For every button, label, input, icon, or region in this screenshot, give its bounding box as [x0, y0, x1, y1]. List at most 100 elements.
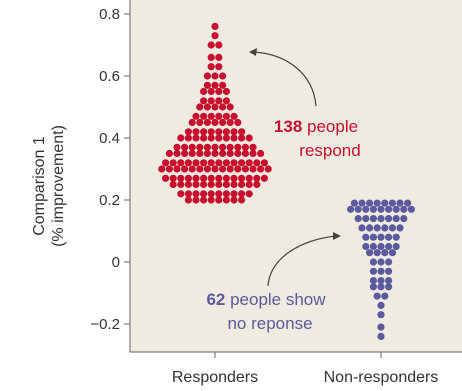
responders-point [253, 174, 261, 182]
responders-point [211, 81, 219, 89]
responders-point [200, 128, 208, 136]
responders-point [215, 63, 223, 71]
responders-point [200, 87, 208, 96]
non-responders-point [362, 205, 370, 213]
responders-point [226, 165, 234, 173]
responders-point [219, 72, 227, 80]
responders-point [226, 143, 234, 151]
responders-annotation-text: people [302, 117, 358, 136]
responders-annotation-arrow [253, 51, 317, 107]
non-responders-point [354, 205, 362, 213]
responders-point [173, 143, 181, 151]
non-responders-point [388, 199, 396, 207]
responders-point [203, 118, 211, 127]
non-responders-point [373, 224, 381, 232]
responders-point [211, 103, 219, 111]
responders-arrowhead [249, 48, 257, 56]
non-responders-point [377, 277, 385, 285]
non-responders-point [388, 249, 396, 257]
responders-point [192, 196, 200, 204]
non-responders-point [354, 215, 362, 223]
non-responders-annotation-text: people show [225, 290, 326, 309]
responders-point [215, 134, 223, 142]
responders-point [184, 159, 192, 167]
non-responders-point [373, 292, 381, 300]
responders-point [177, 134, 185, 142]
responders-point [207, 190, 215, 198]
responders-point [192, 128, 200, 136]
non-responders-point [358, 224, 366, 232]
non-responders-point [385, 283, 393, 291]
responders-point [245, 180, 253, 189]
non-responders-count: 62 [206, 290, 225, 309]
responders-point [207, 159, 215, 167]
responders-point [219, 103, 227, 111]
responders-point [230, 128, 238, 136]
responders-point [249, 143, 257, 151]
responders-point [245, 159, 253, 167]
responders-point [234, 165, 242, 173]
non-responders-point [350, 199, 358, 207]
non-responders-point [377, 242, 385, 251]
responders-point [200, 159, 208, 167]
responders-point [222, 174, 230, 182]
responders-point [215, 174, 223, 182]
y-axis-title-line2: (% improvement) [50, 125, 67, 247]
non-responders-annotation-line1: 62 people show [206, 290, 326, 309]
non-responders-point [381, 224, 389, 232]
responders-point [245, 134, 253, 142]
responders-point [173, 165, 181, 173]
responders-point [222, 134, 230, 142]
responders-point [184, 174, 192, 182]
responders-point [222, 128, 230, 136]
responders-point [203, 143, 211, 151]
responders-point [192, 174, 200, 182]
non-responders-point [392, 242, 400, 251]
y-tick-label: 0.2 [99, 192, 120, 209]
responders-point [169, 180, 177, 189]
responders-point [188, 118, 196, 127]
responders-point [162, 174, 170, 182]
responders-point [207, 134, 215, 142]
responders-point [192, 112, 200, 120]
responders-point [181, 165, 189, 173]
responders-point [200, 196, 208, 204]
responders-point [260, 174, 268, 182]
x-axis: Responders Non-responders [130, 351, 462, 386]
plot-area [130, 0, 462, 352]
responders-point [177, 174, 185, 182]
non-responders-point [377, 215, 385, 223]
non-responders-point [385, 277, 393, 285]
non-responders-point [396, 199, 404, 207]
non-responders-arrowhead [333, 232, 341, 240]
non-responders-point [362, 242, 370, 251]
non-responders-point [392, 205, 400, 213]
responders-point [260, 159, 268, 167]
non-responders-point [400, 215, 408, 223]
x-category-label: Responders [172, 369, 258, 386]
non-responders-point [366, 199, 374, 207]
responders-point [211, 32, 219, 40]
responders-point [219, 149, 227, 158]
non-responders-point [385, 267, 393, 275]
responders-point [238, 190, 246, 198]
responders-point [203, 149, 211, 158]
responders-point [211, 143, 219, 151]
responders-annotation-line1: 138 people [274, 117, 358, 136]
responders-point [215, 97, 223, 105]
responders-point [249, 149, 257, 158]
non-responders-annotation-arrow [267, 235, 337, 287]
non-responders-point [404, 199, 412, 207]
responders-point [241, 149, 249, 158]
responders-point [162, 159, 170, 167]
non-responders-point [396, 224, 404, 232]
non-responders-point [366, 249, 374, 257]
responders-point [192, 180, 200, 189]
responders-point [238, 196, 246, 204]
responders-point [181, 149, 189, 158]
responders-point [203, 72, 211, 80]
responders-point [184, 180, 192, 189]
responders-point [230, 174, 238, 182]
responders-point [215, 180, 223, 189]
